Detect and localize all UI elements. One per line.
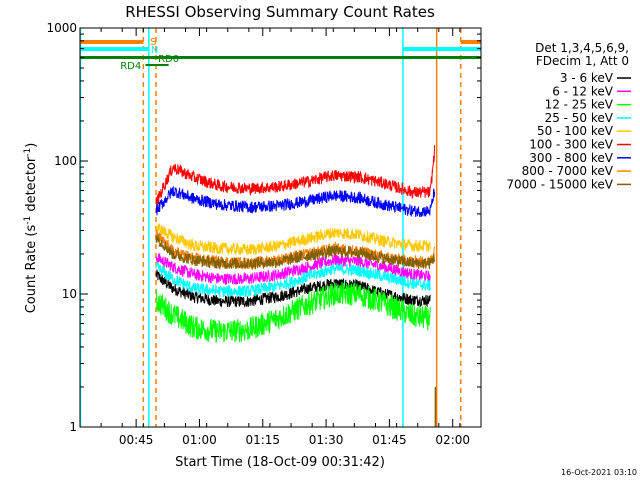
series-line bbox=[155, 281, 431, 344]
x-axis-label: Start Time (18-Oct-09 00:31:42) bbox=[175, 455, 385, 470]
plot-frame bbox=[79, 27, 482, 428]
legend-header-line-1: Det 1,3,4,5,6,9, bbox=[535, 41, 629, 55]
flag-bar-n-left bbox=[80, 47, 149, 51]
y-tick-label: 10 bbox=[62, 287, 77, 301]
event-vertical-lines bbox=[79, 28, 462, 427]
legend-entry-label: 6 - 12 keV bbox=[552, 84, 614, 98]
y-axis-ticks: 1 10 100 1000 bbox=[46, 21, 481, 434]
flag-bar-s-left bbox=[80, 40, 144, 44]
flag-label-rd4: RD4 bbox=[120, 61, 141, 72]
legend-entry-label: 7000 - 15000 keV bbox=[506, 177, 613, 191]
series-line bbox=[155, 233, 436, 271]
chart-title: RHESSI Observing Summary Count Rates bbox=[125, 3, 435, 21]
flag-bar-rd0 bbox=[80, 56, 481, 59]
legend-entry-label: 25 - 50 keV bbox=[545, 111, 614, 125]
legend-entry-label: 50 - 100 keV bbox=[537, 124, 614, 138]
series-line bbox=[155, 261, 431, 298]
flag-bar-rd4 bbox=[145, 64, 169, 66]
series-line bbox=[155, 186, 436, 218]
x-axis-ticks: 00:45 01:00 01:15 01:30 01:45 02:00 bbox=[79, 28, 482, 447]
x-tick-label: 00:45 bbox=[119, 433, 154, 447]
flag-bar-s-right bbox=[460, 40, 481, 44]
flag-label-rd0: RD0 bbox=[158, 54, 179, 65]
x-tick-label: 01:00 bbox=[182, 433, 217, 447]
footer-timestamp: 16-Oct-2021 03:10 bbox=[561, 468, 637, 477]
series-line bbox=[155, 222, 431, 256]
legend: Det 1,3,4,5,6,9, FDecim 1, Att 0 3 - 6 k… bbox=[506, 41, 631, 191]
x-tick-label: 02:00 bbox=[435, 433, 470, 447]
legend-entry-label: 300 - 800 keV bbox=[529, 151, 613, 165]
x-tick-label: 01:30 bbox=[309, 433, 344, 447]
legend-entry-label: 800 - 7000 keV bbox=[522, 164, 614, 178]
y-axis-label: Count Rate (s-1 detector-1) bbox=[23, 143, 39, 314]
flag-label-s: S bbox=[150, 37, 156, 48]
y-tick-label: 1 bbox=[69, 420, 77, 434]
legend-header-line-2: FDecim 1, Att 0 bbox=[536, 54, 629, 68]
flag-bar-n-right bbox=[402, 47, 481, 51]
legend-entry-label: 3 - 6 keV bbox=[560, 71, 614, 85]
x-tick-label: 01:15 bbox=[245, 433, 280, 447]
x-tick-label: 01:45 bbox=[372, 433, 407, 447]
flag-label-n: N bbox=[151, 45, 158, 56]
series-line bbox=[155, 253, 431, 285]
data-series-group bbox=[155, 145, 436, 344]
y-tick-label: 100 bbox=[54, 154, 77, 168]
legend-entry-label: 100 - 300 keV bbox=[529, 138, 613, 152]
y-tick-label: 1000 bbox=[46, 21, 77, 35]
legend-entry-label: 12 - 25 keV bbox=[545, 98, 614, 112]
series-line bbox=[155, 145, 436, 207]
